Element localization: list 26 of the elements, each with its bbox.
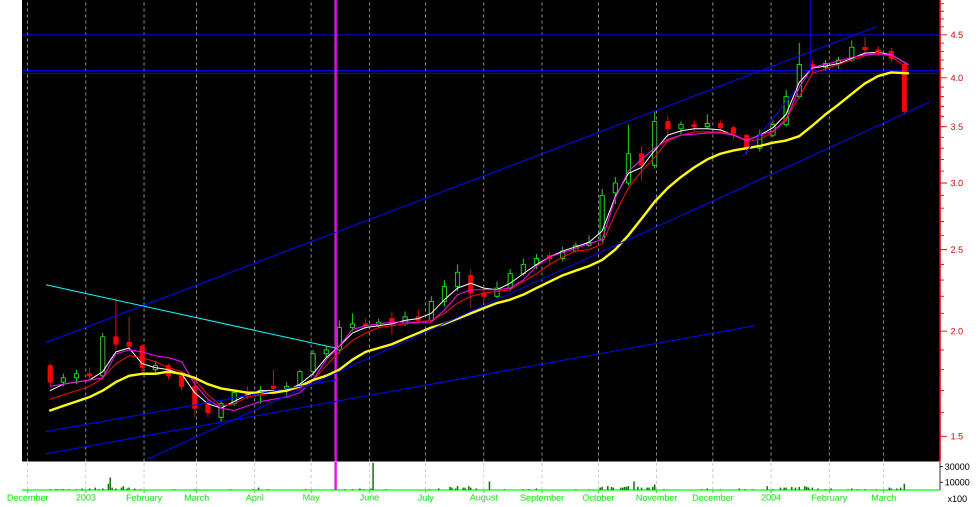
x-tick-label: February <box>812 494 848 503</box>
x-tick-label: February <box>126 494 162 503</box>
y-tick-label: 2.5 <box>951 246 963 253</box>
x-tick-label: May <box>303 494 320 502</box>
x-tick-label: March <box>184 494 209 501</box>
x-tick-label: June <box>360 494 379 500</box>
y-axis-title: x100 <box>948 496 967 502</box>
x-tick-label: December <box>692 494 734 501</box>
y-tick-label: 10000 <box>945 479 970 486</box>
x-tick-label: October <box>582 494 614 501</box>
y-tick-label: 30000 <box>945 463 970 470</box>
x-tick-label: July <box>418 494 434 503</box>
x-tick-label: November <box>636 494 678 501</box>
x-tick-label: 2004 <box>761 494 781 501</box>
x-tick-label: March <box>872 494 896 501</box>
y-tick-label: 1.5 <box>951 433 963 440</box>
x-tick-label: August <box>470 494 498 502</box>
y-tick-label: 4.0 <box>950 74 963 82</box>
y-tick-label: 3.5 <box>950 124 963 130</box>
x-tick-label: 2003 <box>76 494 96 501</box>
x-tick-label: April <box>246 494 264 503</box>
y-tick-label: 2.0 <box>951 328 963 334</box>
y-tick-label: 3.0 <box>950 180 963 186</box>
x-tick-label: December <box>8 494 48 501</box>
y-tick-label: 4.5 <box>950 32 963 38</box>
x-tick-label: September <box>520 494 564 503</box>
